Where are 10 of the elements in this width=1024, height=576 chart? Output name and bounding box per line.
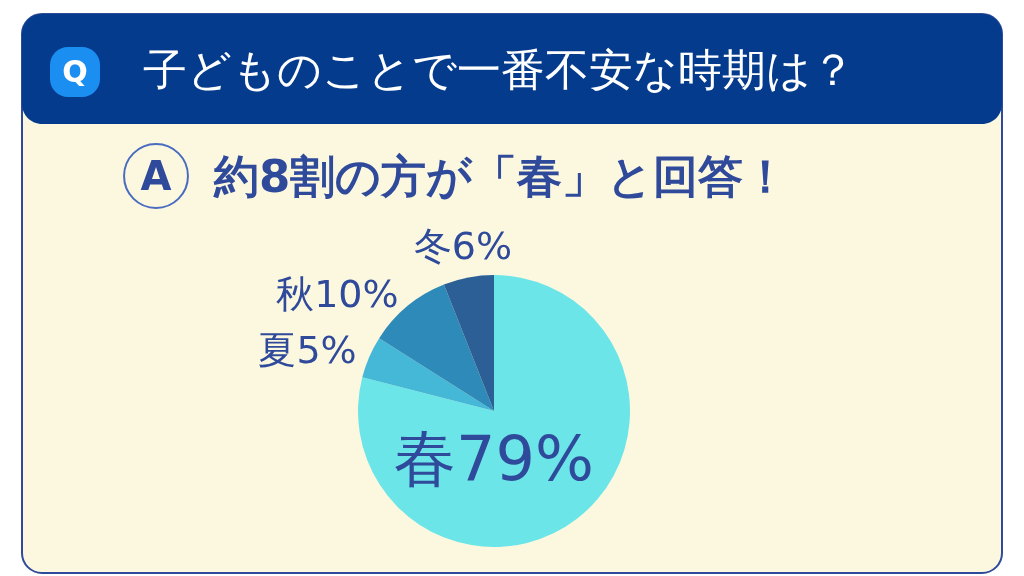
slice-label: 夏5% — [258, 327, 357, 372]
text: Q — [62, 54, 88, 89]
slice-label: 春79% — [394, 422, 594, 496]
chart-title: 子どものことで一番不安な時期は？ — [143, 44, 855, 95]
slice-label: 秋10% — [276, 271, 399, 316]
text: A — [140, 153, 172, 199]
pie-slice — [443, 275, 494, 411]
pie-slice — [362, 338, 494, 411]
chart-subtitle: 約8割の方が「春」と回答！ — [213, 150, 789, 203]
slice-label: 冬6% — [413, 224, 513, 269]
